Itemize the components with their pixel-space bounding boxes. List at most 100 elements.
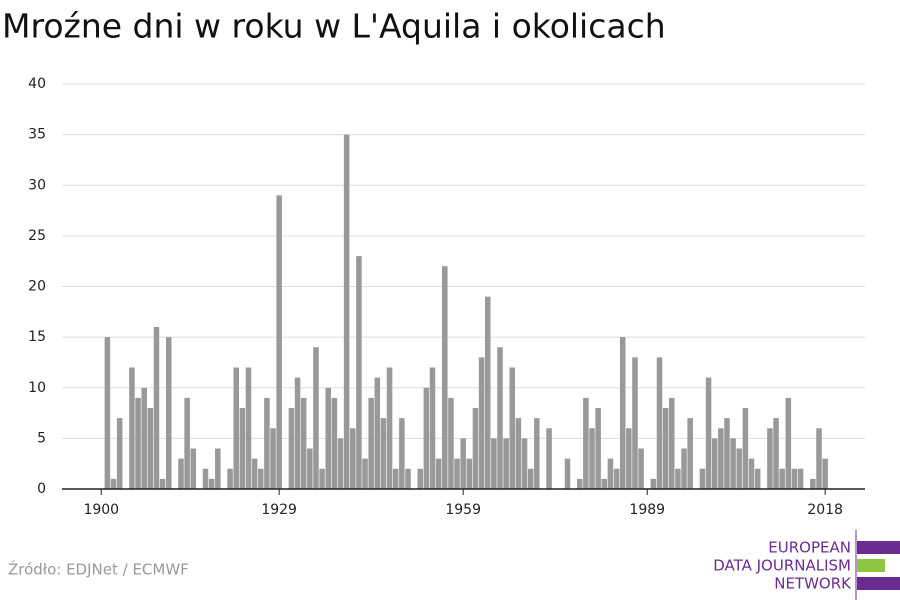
bar	[466, 458, 473, 489]
bar	[178, 458, 184, 489]
bar	[791, 468, 798, 489]
bar	[687, 418, 693, 489]
bar	[405, 468, 411, 489]
bar	[810, 478, 816, 489]
bar	[797, 468, 804, 489]
bar	[319, 468, 325, 489]
bar	[288, 408, 295, 489]
bar	[264, 397, 270, 489]
bar	[613, 468, 620, 489]
bar	[527, 468, 534, 489]
logo-text: NETWORK	[774, 575, 852, 593]
bar	[454, 458, 460, 489]
bar	[435, 458, 442, 489]
bar	[632, 357, 638, 489]
bar	[337, 438, 344, 489]
logo-bar	[857, 577, 900, 590]
y-tick-label: 10	[28, 380, 46, 396]
bar	[270, 428, 276, 489]
bar	[386, 367, 393, 489]
bar	[245, 367, 252, 489]
bar	[276, 195, 282, 489]
y-tick-label: 35	[28, 127, 46, 143]
y-tick-label: 0	[37, 481, 46, 497]
y-tick-label: 40	[28, 76, 46, 92]
bar	[392, 468, 399, 489]
y-tick-label: 30	[28, 177, 46, 193]
bar	[257, 468, 264, 489]
bar	[595, 408, 601, 489]
bar	[307, 448, 313, 489]
y-tick-label: 15	[28, 329, 46, 345]
bar	[619, 337, 626, 489]
bar	[239, 408, 246, 489]
bar	[711, 438, 718, 489]
bar	[669, 397, 675, 489]
bar	[699, 468, 706, 489]
bar	[147, 408, 154, 489]
bar	[773, 418, 779, 489]
bar	[202, 468, 209, 489]
bar	[141, 387, 147, 489]
bar	[675, 468, 681, 489]
bar	[736, 448, 743, 489]
bar	[638, 448, 644, 489]
bar	[356, 256, 362, 489]
bar	[472, 408, 479, 489]
bar	[503, 438, 509, 489]
bar	[208, 478, 215, 489]
bar	[515, 418, 522, 489]
bar	[300, 397, 307, 489]
bar	[748, 458, 755, 489]
logo-text: EUROPEAN	[768, 539, 851, 557]
bar	[460, 438, 466, 489]
bar	[110, 478, 117, 489]
bar	[294, 377, 301, 489]
y-tick-label: 25	[28, 228, 46, 244]
bar	[104, 337, 111, 489]
bar	[448, 397, 454, 489]
bar	[546, 428, 552, 489]
bar	[429, 367, 436, 489]
x-tick-label: 1959	[445, 502, 481, 518]
bar	[423, 387, 430, 489]
x-tick-label: 1989	[629, 502, 665, 518]
bar	[442, 266, 448, 489]
x-tick-label: 1929	[261, 502, 297, 518]
bar	[497, 347, 503, 489]
bar	[325, 387, 331, 489]
bar	[534, 418, 540, 489]
bar	[754, 468, 761, 489]
logo-bar	[857, 559, 885, 572]
bar	[705, 377, 712, 489]
source: Źródło: EDJNet / ECMWF	[8, 560, 189, 579]
bar	[785, 397, 792, 489]
bar	[583, 397, 589, 489]
bar	[417, 468, 424, 489]
bar	[313, 347, 319, 489]
bar	[399, 418, 405, 489]
bar	[564, 458, 571, 489]
bar	[374, 377, 381, 489]
bar	[779, 468, 785, 489]
bar	[159, 478, 166, 489]
x-tick-label: 1900	[83, 502, 119, 518]
bar	[626, 428, 632, 489]
bar	[116, 418, 123, 489]
bar	[190, 448, 197, 489]
bar	[350, 428, 356, 489]
logo-bar	[857, 541, 900, 554]
bar	[718, 428, 724, 489]
bar	[650, 478, 657, 489]
bar	[251, 458, 258, 489]
logo-text: DATA JOURNALISM	[713, 557, 851, 575]
bar	[822, 458, 828, 489]
bar	[662, 408, 669, 489]
bar	[184, 397, 190, 489]
bar	[589, 428, 595, 489]
bar	[165, 337, 172, 489]
bar	[380, 418, 387, 489]
bar	[724, 418, 730, 489]
bar	[343, 134, 350, 489]
